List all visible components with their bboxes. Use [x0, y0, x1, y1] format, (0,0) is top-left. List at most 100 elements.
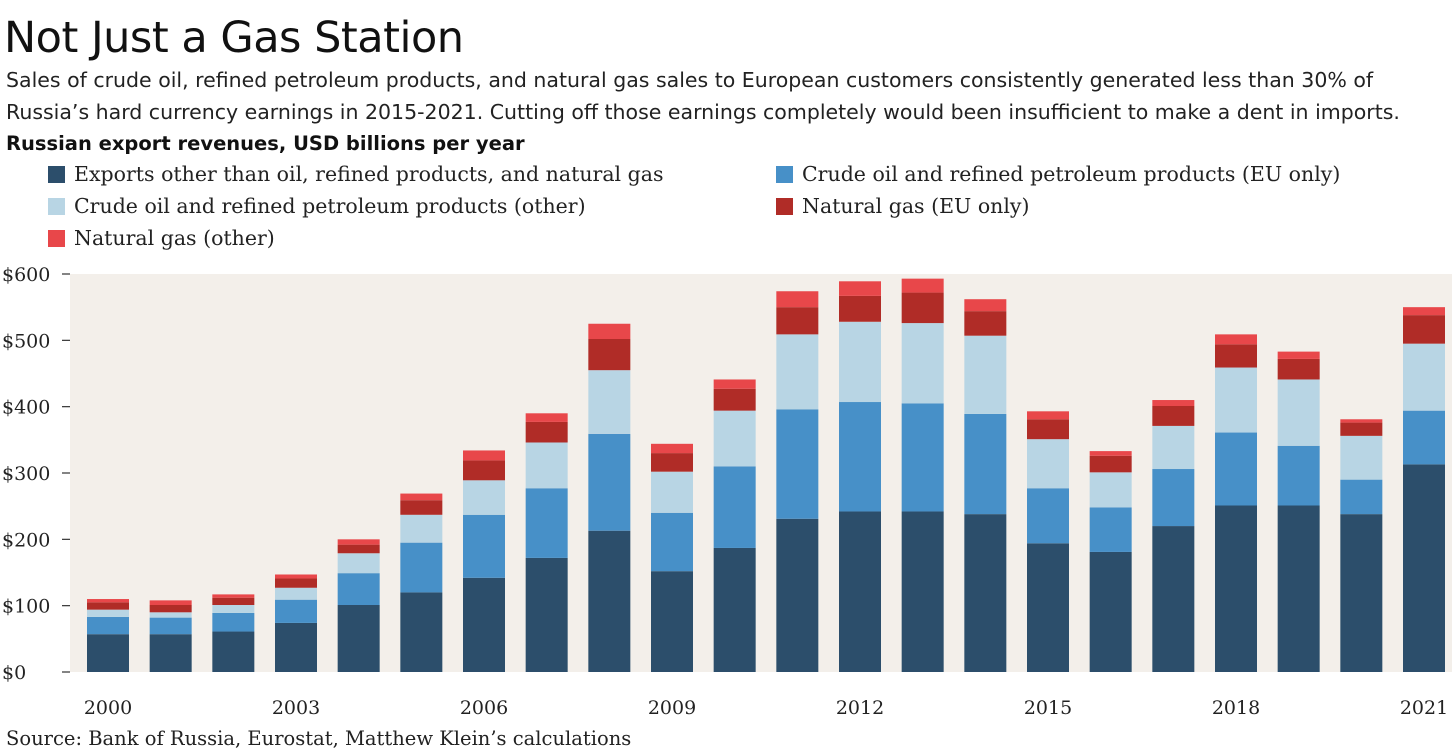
bar-segment-other-exports — [1152, 526, 1195, 672]
bar-segment-oil-other — [776, 334, 819, 410]
bar-segment-oil-eu — [525, 488, 568, 558]
bar-segment-gas-eu — [463, 460, 505, 481]
bar-segment-other-exports — [463, 577, 505, 672]
bar-segment-gas-other — [588, 323, 631, 340]
bar-segment-oil-eu — [275, 599, 317, 623]
bar-segment-oil-eu — [964, 413, 1007, 515]
chart-units-label: Russian export revenues, USD billions pe… — [6, 132, 525, 155]
bar-segment-gas-other — [463, 450, 505, 461]
bar-segment-oil-eu — [776, 409, 819, 519]
bar-segment-gas-other — [1403, 307, 1445, 316]
bar-segment-gas-eu — [87, 602, 129, 610]
bar-segment-oil-other — [463, 480, 505, 515]
x-tick-label: 2021 — [1400, 697, 1448, 719]
bar-segment-gas-other — [839, 281, 881, 296]
x-tick-label: 2018 — [1212, 697, 1260, 719]
bar-segment-gas-eu — [776, 307, 819, 335]
bar-segment-oil-other — [964, 335, 1007, 414]
bar-segment-gas-eu — [149, 605, 192, 613]
bar-segment-gas-eu — [275, 578, 317, 588]
bar-segment-oil-other — [1403, 343, 1445, 411]
bar-segment-gas-other — [337, 539, 380, 545]
bar-segment-gas-eu — [588, 339, 631, 371]
legend-item-oil-other: Crude oil and refined petroleum products… — [48, 194, 586, 218]
bar-segment-other-exports — [588, 530, 631, 672]
bar-segment-other-exports — [1277, 505, 1320, 672]
bar-segment-oil-eu — [1403, 410, 1445, 465]
bar-segment-other-exports — [525, 557, 568, 672]
bar-segment-gas-other — [901, 278, 944, 293]
bar-segment-gas-other — [1215, 334, 1257, 345]
bar-segment-oil-eu — [1027, 488, 1069, 544]
legend-item-other-exports: Exports other than oil, refined products… — [48, 162, 664, 186]
bar-segment-gas-other — [1340, 419, 1383, 423]
bar-segment-gas-other — [1277, 351, 1320, 359]
bar-segment-oil-eu — [839, 402, 881, 512]
bar-segment-gas-other — [149, 600, 192, 606]
y-tick-label: $300 — [2, 463, 50, 485]
bar-segment-other-exports — [839, 511, 881, 672]
bar-segment-gas-eu — [964, 311, 1007, 336]
bar-segment-gas-eu — [1340, 422, 1383, 436]
bar-segment-gas-eu — [1027, 419, 1069, 440]
y-tick-label: $500 — [2, 330, 50, 352]
bar-segment-gas-eu — [337, 544, 380, 554]
bar-segment-oil-eu — [901, 403, 944, 512]
bar-segment-gas-other — [1027, 411, 1069, 420]
bar-segment-gas-other — [1152, 400, 1195, 407]
bar-segment-gas-other — [713, 379, 756, 389]
bar-segment-gas-other — [651, 443, 693, 454]
source-note: Source: Bank of Russia, Eurostat, Matthe… — [6, 727, 632, 750]
bar-segment-other-exports — [1027, 543, 1069, 672]
bar-segment-other-exports — [1215, 505, 1257, 672]
x-tick-label: 2003 — [272, 697, 320, 719]
bar-segment-gas-eu — [1152, 406, 1195, 426]
bar-segment-oil-eu — [1340, 479, 1383, 515]
y-tick-label: $200 — [2, 529, 50, 551]
bar-segment-oil-eu — [337, 573, 380, 606]
bar-segment-oil-other — [1277, 379, 1320, 446]
bar-segment-other-exports — [149, 634, 192, 672]
bar-segment-oil-eu — [400, 542, 443, 593]
bar-segment-oil-other — [1027, 439, 1069, 489]
bar-segment-other-exports — [87, 634, 129, 672]
x-tick-label: 2009 — [648, 697, 696, 719]
bar-segment-gas-eu — [400, 500, 443, 515]
bar-segment-gas-other — [400, 493, 443, 501]
bar-segment-oil-eu — [651, 512, 693, 572]
chart-title: Not Just a Gas Station — [4, 13, 464, 63]
bar-segment-other-exports — [713, 547, 756, 672]
bar-segment-gas-eu — [651, 453, 693, 472]
legend-label-oil-other: Crude oil and refined petroleum products… — [74, 194, 586, 218]
bar-segment-other-exports — [964, 514, 1007, 672]
bar-segment-gas-other — [1089, 451, 1132, 456]
bar-segment-oil-other — [588, 370, 631, 434]
bar-segment-other-exports — [212, 631, 255, 672]
bar-segment-oil-eu — [1277, 445, 1320, 506]
legend-item-gas-eu: Natural gas (EU only) — [776, 194, 1030, 218]
bar-segment-oil-other — [1152, 425, 1195, 470]
legend-label-other-exports: Exports other than oil, refined products… — [74, 162, 664, 186]
bar-segment-oil-other — [212, 605, 255, 613]
bar-segment-gas-other — [964, 299, 1007, 312]
chart-legend: Exports other than oil, refined products… — [48, 162, 1448, 258]
bar-segment-other-exports — [776, 518, 819, 672]
legend-swatch-gas-other — [48, 229, 65, 247]
bar-segment-oil-eu — [149, 617, 192, 635]
bar-segment-oil-eu — [588, 433, 631, 531]
bar-segment-gas-other — [525, 413, 568, 422]
chart-subtitle: Sales of crude oil, refined petroleum pr… — [6, 68, 1400, 124]
legend-swatch-oil-other — [48, 197, 65, 215]
bar-segment-gas-eu — [839, 295, 881, 322]
legend-label-gas-eu: Natural gas (EU only) — [802, 194, 1030, 218]
bar-segment-other-exports — [1403, 464, 1445, 672]
bar-segment-gas-other — [776, 291, 819, 308]
bar-segment-oil-other — [400, 514, 443, 543]
bar-segment-other-exports — [901, 511, 944, 672]
bar-segment-oil-eu — [212, 612, 255, 632]
legend-swatch-oil-eu — [776, 165, 793, 183]
bar-segment-oil-other — [651, 471, 693, 513]
y-tick-label: $400 — [2, 397, 50, 419]
bar-segment-oil-eu — [713, 466, 756, 548]
bar-segment-gas-eu — [901, 292, 944, 324]
